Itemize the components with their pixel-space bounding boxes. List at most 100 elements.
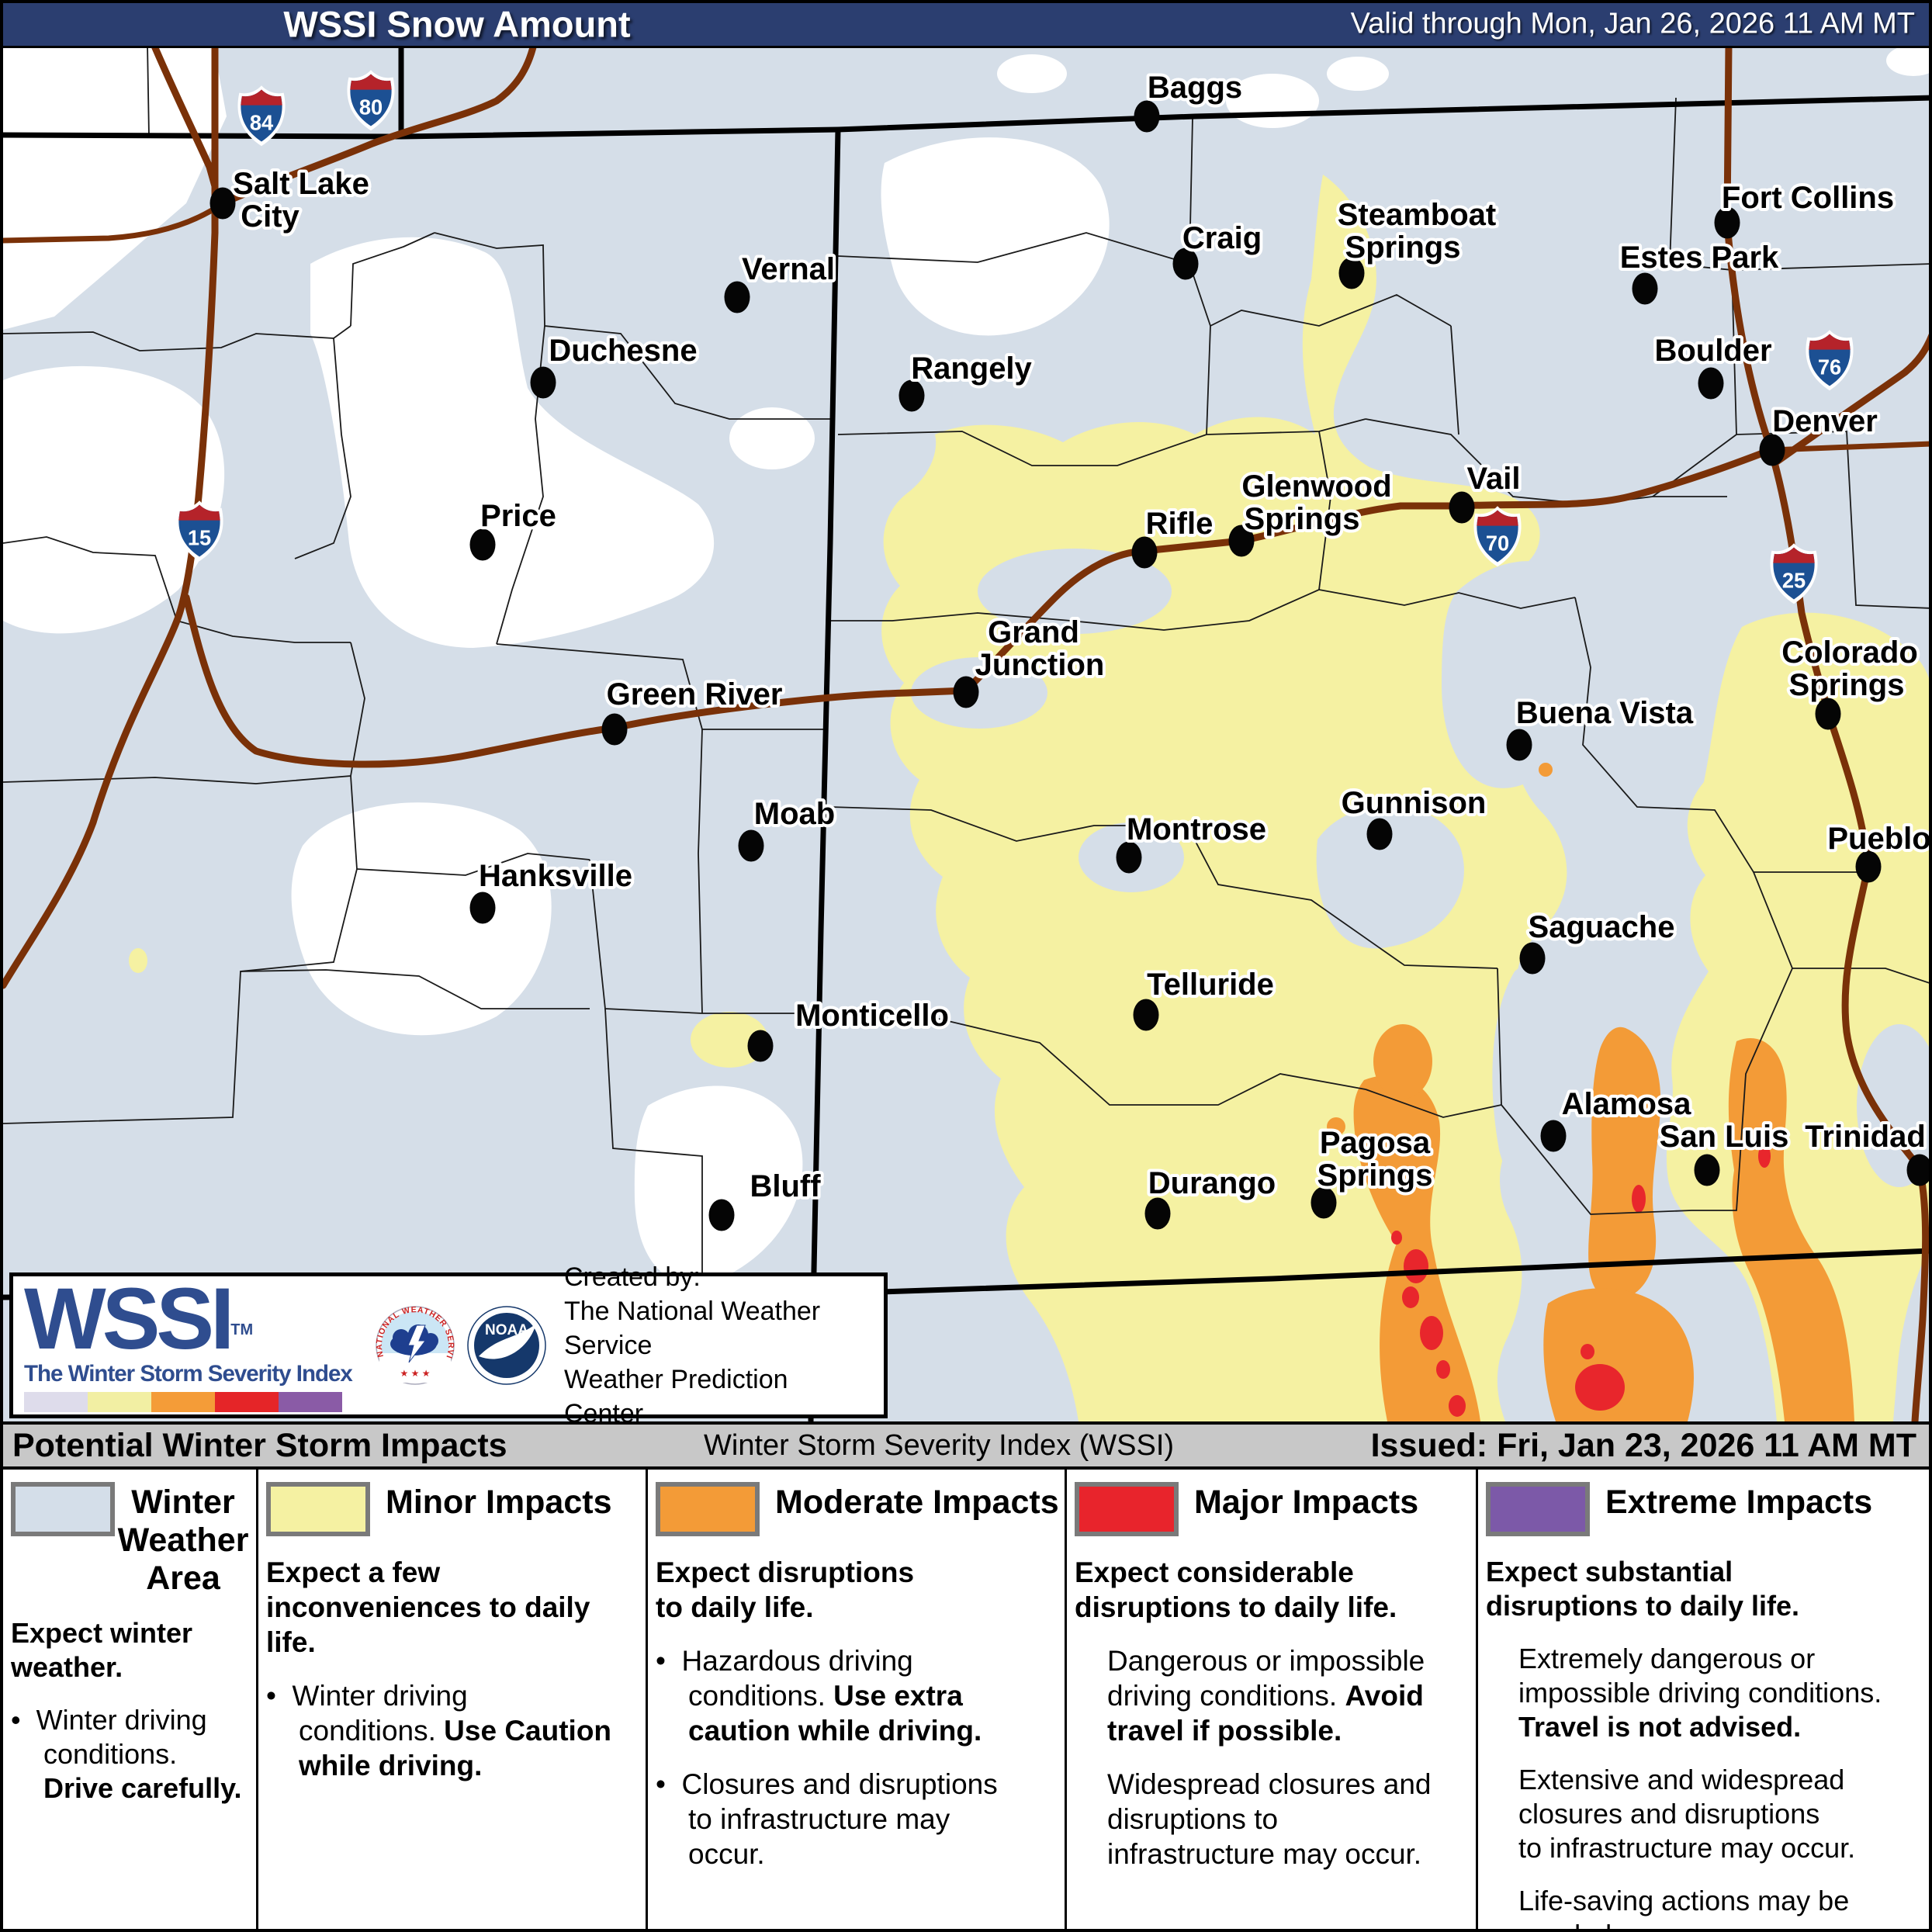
city-label: Trinidad <box>1805 1120 1926 1154</box>
city-label: Rifle <box>1146 507 1214 541</box>
legend-text-segment: Hazardous driving <box>681 1645 913 1677</box>
city-dot <box>1131 536 1158 569</box>
city-label: Gunnison <box>1342 786 1487 820</box>
city-dot <box>469 528 496 561</box>
created-by-line: The National Weather Service <box>564 1297 821 1360</box>
legend-block: Dangerous or impossible driving condition… <box>1075 1643 1471 1748</box>
city-label: Telluride <box>1147 968 1274 1002</box>
legend-block: Expect winter weather. <box>11 1616 251 1684</box>
city-dot <box>1228 525 1255 557</box>
city-dot <box>1540 1120 1567 1152</box>
legend-line: driving conditions. Avoid <box>1075 1678 1471 1713</box>
winter-weather-area-swatch <box>11 1482 115 1536</box>
legend-text-segment: while driving. <box>299 1750 483 1781</box>
major-impacts-swatch <box>1075 1482 1179 1536</box>
legend-line: Dangerous or impossible <box>1075 1643 1471 1678</box>
city-dot <box>469 892 496 924</box>
legend-text-segment: to infrastructure may occur. <box>1518 1832 1856 1864</box>
city-marker: Moab <box>738 794 838 862</box>
legend-line: Expect substantial <box>1486 1555 1922 1589</box>
city-marker: Baggs <box>1134 68 1245 133</box>
city-label: Springs <box>1317 1158 1433 1193</box>
page-title: WSSI Snow Amount <box>283 2 631 44</box>
city-marker: Saguache <box>1519 907 1678 975</box>
colorbar-segment <box>215 1391 279 1412</box>
legend-title-minor-impacts: Minor Impacts <box>386 1484 612 1522</box>
city-label: Hanksville <box>479 859 632 893</box>
city-marker: Estes Park <box>1617 237 1782 305</box>
svg-text:84: 84 <box>250 111 274 135</box>
city-label: Springs <box>1245 502 1360 536</box>
city-dot <box>953 676 979 708</box>
legend-text-segment: Closures and disruptions <box>681 1768 998 1800</box>
legend-text-segment: Expect winter <box>11 1617 193 1649</box>
city-label: Grand <box>988 615 1079 649</box>
city-dot <box>1855 850 1882 883</box>
moderate-impact-regions <box>1327 763 1854 1421</box>
legend-text-segment: Expect disruptions <box>656 1556 915 1588</box>
city-marker: Vernal <box>724 249 838 313</box>
city-marker: Duchesne <box>530 331 701 399</box>
city-dot <box>1449 491 1475 524</box>
legend-line: weather. <box>11 1650 251 1684</box>
city-dot <box>1694 1154 1720 1186</box>
svg-text:70: 70 <box>1486 531 1509 556</box>
city-dot <box>1698 367 1724 400</box>
legend-title-line: Area <box>146 1560 220 1597</box>
band-left-title: Potential Winter Storm Impacts <box>12 1426 507 1464</box>
created-by-text: Created by: The National Weather Service W… <box>564 1260 873 1431</box>
city-label: Monticello <box>795 999 949 1033</box>
legend-text-segment: inconveniences to daily <box>266 1591 590 1623</box>
legend-text-segment: conditions. <box>299 1715 445 1747</box>
city-label: Springs <box>1345 230 1461 265</box>
svg-text:76: 76 <box>1818 355 1841 379</box>
legend-column-moderate-impacts: Moderate Impacts Expect disruptions to dai… <box>648 1470 1067 1929</box>
city-marker: Rifle <box>1131 504 1216 569</box>
city-label: Fort Collins <box>1722 181 1894 215</box>
city-marker: Durango <box>1144 1163 1279 1230</box>
legend-line: conditions. Use extra <box>656 1678 1060 1713</box>
city-dot <box>1311 1186 1337 1219</box>
city-dot <box>530 366 556 399</box>
legend-text-segment: to infrastructure may <box>688 1803 950 1835</box>
legend-line: occur. <box>656 1837 1060 1871</box>
legend-swatch-row: Winter Weather Area <box>11 1482 251 1598</box>
city-marker: Pueblo <box>1824 819 1929 883</box>
legend-line: Winter driving <box>266 1678 641 1713</box>
wssi-tagline: The Winter Storm Severity Index <box>24 1360 353 1387</box>
legend-text-segment: disruptions to daily life. <box>1486 1590 1800 1622</box>
legend-text-segment: infrastructure may occur. <box>1107 1838 1422 1870</box>
city-dot <box>1172 248 1199 280</box>
city-marker: San Luis <box>1657 1117 1792 1186</box>
legend-text-segment: needed. <box>1518 1919 1619 1929</box>
city-label: Buena Vista <box>1516 696 1694 730</box>
city-label: City <box>241 199 299 234</box>
interstate-15-shield: 15 <box>175 500 223 562</box>
legend-title-major-impacts: Major Impacts <box>1194 1484 1418 1522</box>
legend-title-line: Winter <box>131 1484 235 1521</box>
legend-text-segment: Expect substantial <box>1486 1556 1733 1587</box>
legend-text-segment: Avoid <box>1345 1680 1424 1712</box>
city-label: San Luis <box>1660 1120 1789 1154</box>
interstate-70-shield: 70 <box>1473 506 1522 567</box>
legend-text-segment: driving conditions. <box>1107 1680 1345 1712</box>
city-label: Craig <box>1182 221 1262 255</box>
legend-text-segment: closures and disruptions <box>1518 1798 1820 1830</box>
legend-block: Extensive and widespread closures and dis… <box>1486 1763 1922 1865</box>
valid-through-text: Valid through Mon, Jan 26, 2026 11 AM MT <box>1350 7 1915 40</box>
city-label: Montrose <box>1127 812 1266 847</box>
extreme-impacts-swatch <box>1486 1482 1590 1536</box>
legend-line: Travel is not advised. <box>1486 1710 1922 1744</box>
city-marker: Trinidad <box>1802 1117 1929 1186</box>
legend-line: to infrastructure may <box>656 1802 1060 1837</box>
legend-text-segment: Winter driving <box>36 1704 207 1736</box>
city-marker: Bluff <box>708 1166 824 1231</box>
city-dot <box>1134 100 1160 133</box>
